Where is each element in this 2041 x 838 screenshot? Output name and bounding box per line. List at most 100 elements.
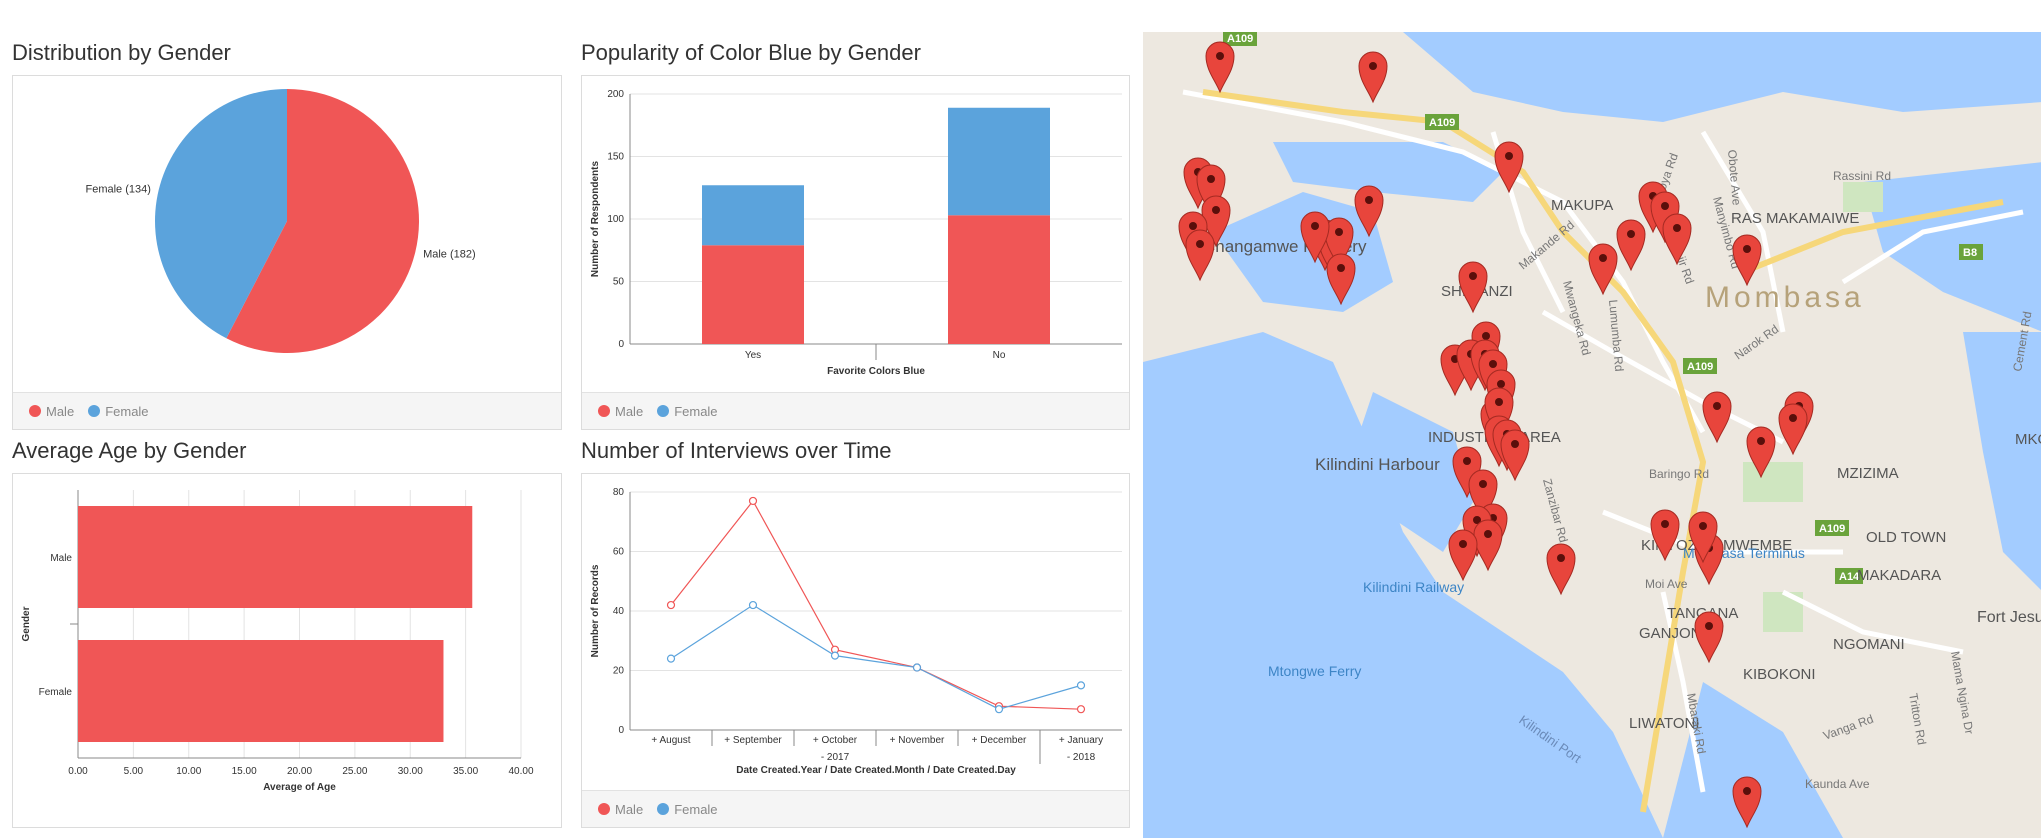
marker-body	[1196, 164, 1226, 217]
legend-label-male: Male	[46, 403, 75, 419]
route-badge: A109	[1425, 114, 1459, 130]
blue-chart-title: Popularity of Color Blue by Gender	[581, 40, 921, 65]
map-marker[interactable]	[1473, 519, 1503, 572]
bar-male-no[interactable]	[948, 215, 1050, 344]
map-marker[interactable]	[1201, 195, 1231, 248]
bar-male[interactable]	[78, 506, 473, 608]
point-male[interactable]	[748, 496, 758, 506]
route-badge: A14	[1835, 568, 1863, 584]
svg-text:Baringo Rd: Baringo Rd	[1649, 467, 1709, 481]
map-marker[interactable]	[1500, 429, 1530, 482]
map-marker[interactable]	[1358, 51, 1388, 104]
marker-dot	[1497, 380, 1505, 388]
map-marker[interactable]	[1468, 469, 1498, 522]
route-badges: A109 A109 A109 A109 A14 B8	[1223, 32, 1983, 584]
bar-female-no[interactable]	[948, 107, 1050, 216]
pie-slice-male[interactable]	[226, 89, 420, 353]
map-marker[interactable]	[1694, 611, 1724, 664]
y-tick-label: 50	[613, 277, 625, 288]
point-female[interactable]	[830, 651, 840, 660]
map-marker[interactable]	[1300, 211, 1330, 264]
x-tick-label: + September	[724, 735, 782, 746]
y-tick-label: 0	[618, 339, 624, 350]
map-marker[interactable]	[1732, 234, 1762, 287]
marker-dot	[1207, 175, 1215, 183]
map-marker[interactable]	[1354, 185, 1384, 238]
bar-female[interactable]	[78, 640, 444, 742]
map-marker[interactable]	[1746, 426, 1776, 479]
map-marker[interactable]	[1448, 529, 1478, 582]
point-male[interactable]	[1076, 705, 1086, 714]
pie-slice-female[interactable]	[155, 89, 287, 339]
marker-body	[1205, 41, 1235, 94]
marker-body	[1473, 519, 1503, 572]
map-marker[interactable]	[1484, 387, 1514, 440]
marker-dot	[1369, 62, 1377, 70]
map-marker[interactable]	[1702, 391, 1732, 444]
line-male[interactable]	[670, 499, 1082, 710]
y-tick-label: Male	[50, 553, 72, 564]
svg-text:Mama Ngina Dr: Mama Ngina Dr	[1948, 650, 1976, 735]
map-marker[interactable]	[1205, 41, 1235, 94]
point-male[interactable]	[666, 600, 676, 610]
map-marker[interactable]	[1326, 253, 1356, 306]
svg-text:Tritton Rd: Tritton Rd	[1906, 692, 1929, 746]
marker-dot	[1505, 152, 1513, 160]
legend-label-male: Male	[615, 403, 644, 419]
map-marker[interactable]	[1616, 219, 1646, 272]
marker-dot	[1699, 522, 1707, 530]
map-marker[interactable]	[1324, 217, 1354, 270]
x-tick-label: 25.00	[342, 766, 367, 777]
marker-dot	[1216, 52, 1224, 60]
bar-female-yes[interactable]	[702, 185, 804, 246]
marker-dot	[1365, 196, 1373, 204]
map-marker[interactable]	[1688, 511, 1718, 564]
point-female[interactable]	[1076, 681, 1086, 690]
point-female[interactable]	[912, 663, 922, 672]
map-marker[interactable]	[1662, 213, 1692, 266]
map-markers[interactable]	[1178, 41, 1814, 829]
legend-item-male[interactable]: Male	[29, 404, 74, 419]
marker-body	[1588, 243, 1618, 296]
map-marker[interactable]	[1650, 509, 1680, 562]
roads	[1182, 89, 2024, 793]
x-tick-label: 30.00	[398, 766, 423, 777]
gender-chart-title: Distribution by Gender	[12, 40, 231, 65]
legend-item-female[interactable]: Female	[88, 404, 149, 419]
map-marker[interactable]	[1546, 543, 1576, 596]
point-female[interactable]	[748, 600, 758, 610]
map-canvas[interactable]: A109 A109 A109 A109 A14 B8 Mombasa MAKUP…	[1143, 32, 2041, 838]
map-marker[interactable]	[1458, 261, 1488, 314]
male-swatch	[598, 803, 610, 815]
y-tick-label: 40	[613, 606, 625, 617]
marker-body	[1546, 543, 1576, 596]
legend-item-female[interactable]: Female	[657, 802, 718, 817]
marker-dot	[1484, 530, 1492, 538]
svg-text:Mwangeka Rd: Mwangeka Rd	[1560, 279, 1593, 357]
line-female[interactable]	[670, 604, 1082, 710]
map-marker[interactable]	[1778, 403, 1808, 456]
place-label: NGOMANI	[1833, 636, 1905, 653]
x-tick-label: Yes	[745, 350, 761, 361]
marker-body	[1326, 253, 1356, 306]
bar-male-yes[interactable]	[702, 245, 804, 344]
map-marker[interactable]	[1588, 243, 1618, 296]
legend-item-female[interactable]: Female	[657, 404, 718, 419]
map-marker[interactable]	[1196, 164, 1226, 217]
map-view[interactable]: A109 A109 A109 A109 A14 B8 Mombasa MAKUP…	[1143, 32, 2041, 838]
svg-text:A109: A109	[1227, 33, 1253, 45]
marker-body	[1185, 229, 1215, 282]
marker-dot	[1212, 206, 1220, 214]
x-tick-label: 0.00	[68, 766, 88, 777]
gender-pie-chart: Male (182) Female (134)	[85, 89, 476, 353]
point-female[interactable]	[666, 654, 676, 663]
marker-dot	[1627, 230, 1635, 238]
legend-item-male[interactable]: Male	[598, 802, 643, 817]
legend-item-male[interactable]: Male	[598, 404, 643, 419]
map-marker[interactable]	[1732, 776, 1762, 829]
marker-body	[1732, 234, 1762, 287]
svg-text:Rassini Rd: Rassini Rd	[1833, 169, 1891, 183]
map-marker[interactable]	[1494, 141, 1524, 194]
point-female[interactable]	[994, 705, 1004, 714]
map-marker[interactable]	[1185, 229, 1215, 282]
